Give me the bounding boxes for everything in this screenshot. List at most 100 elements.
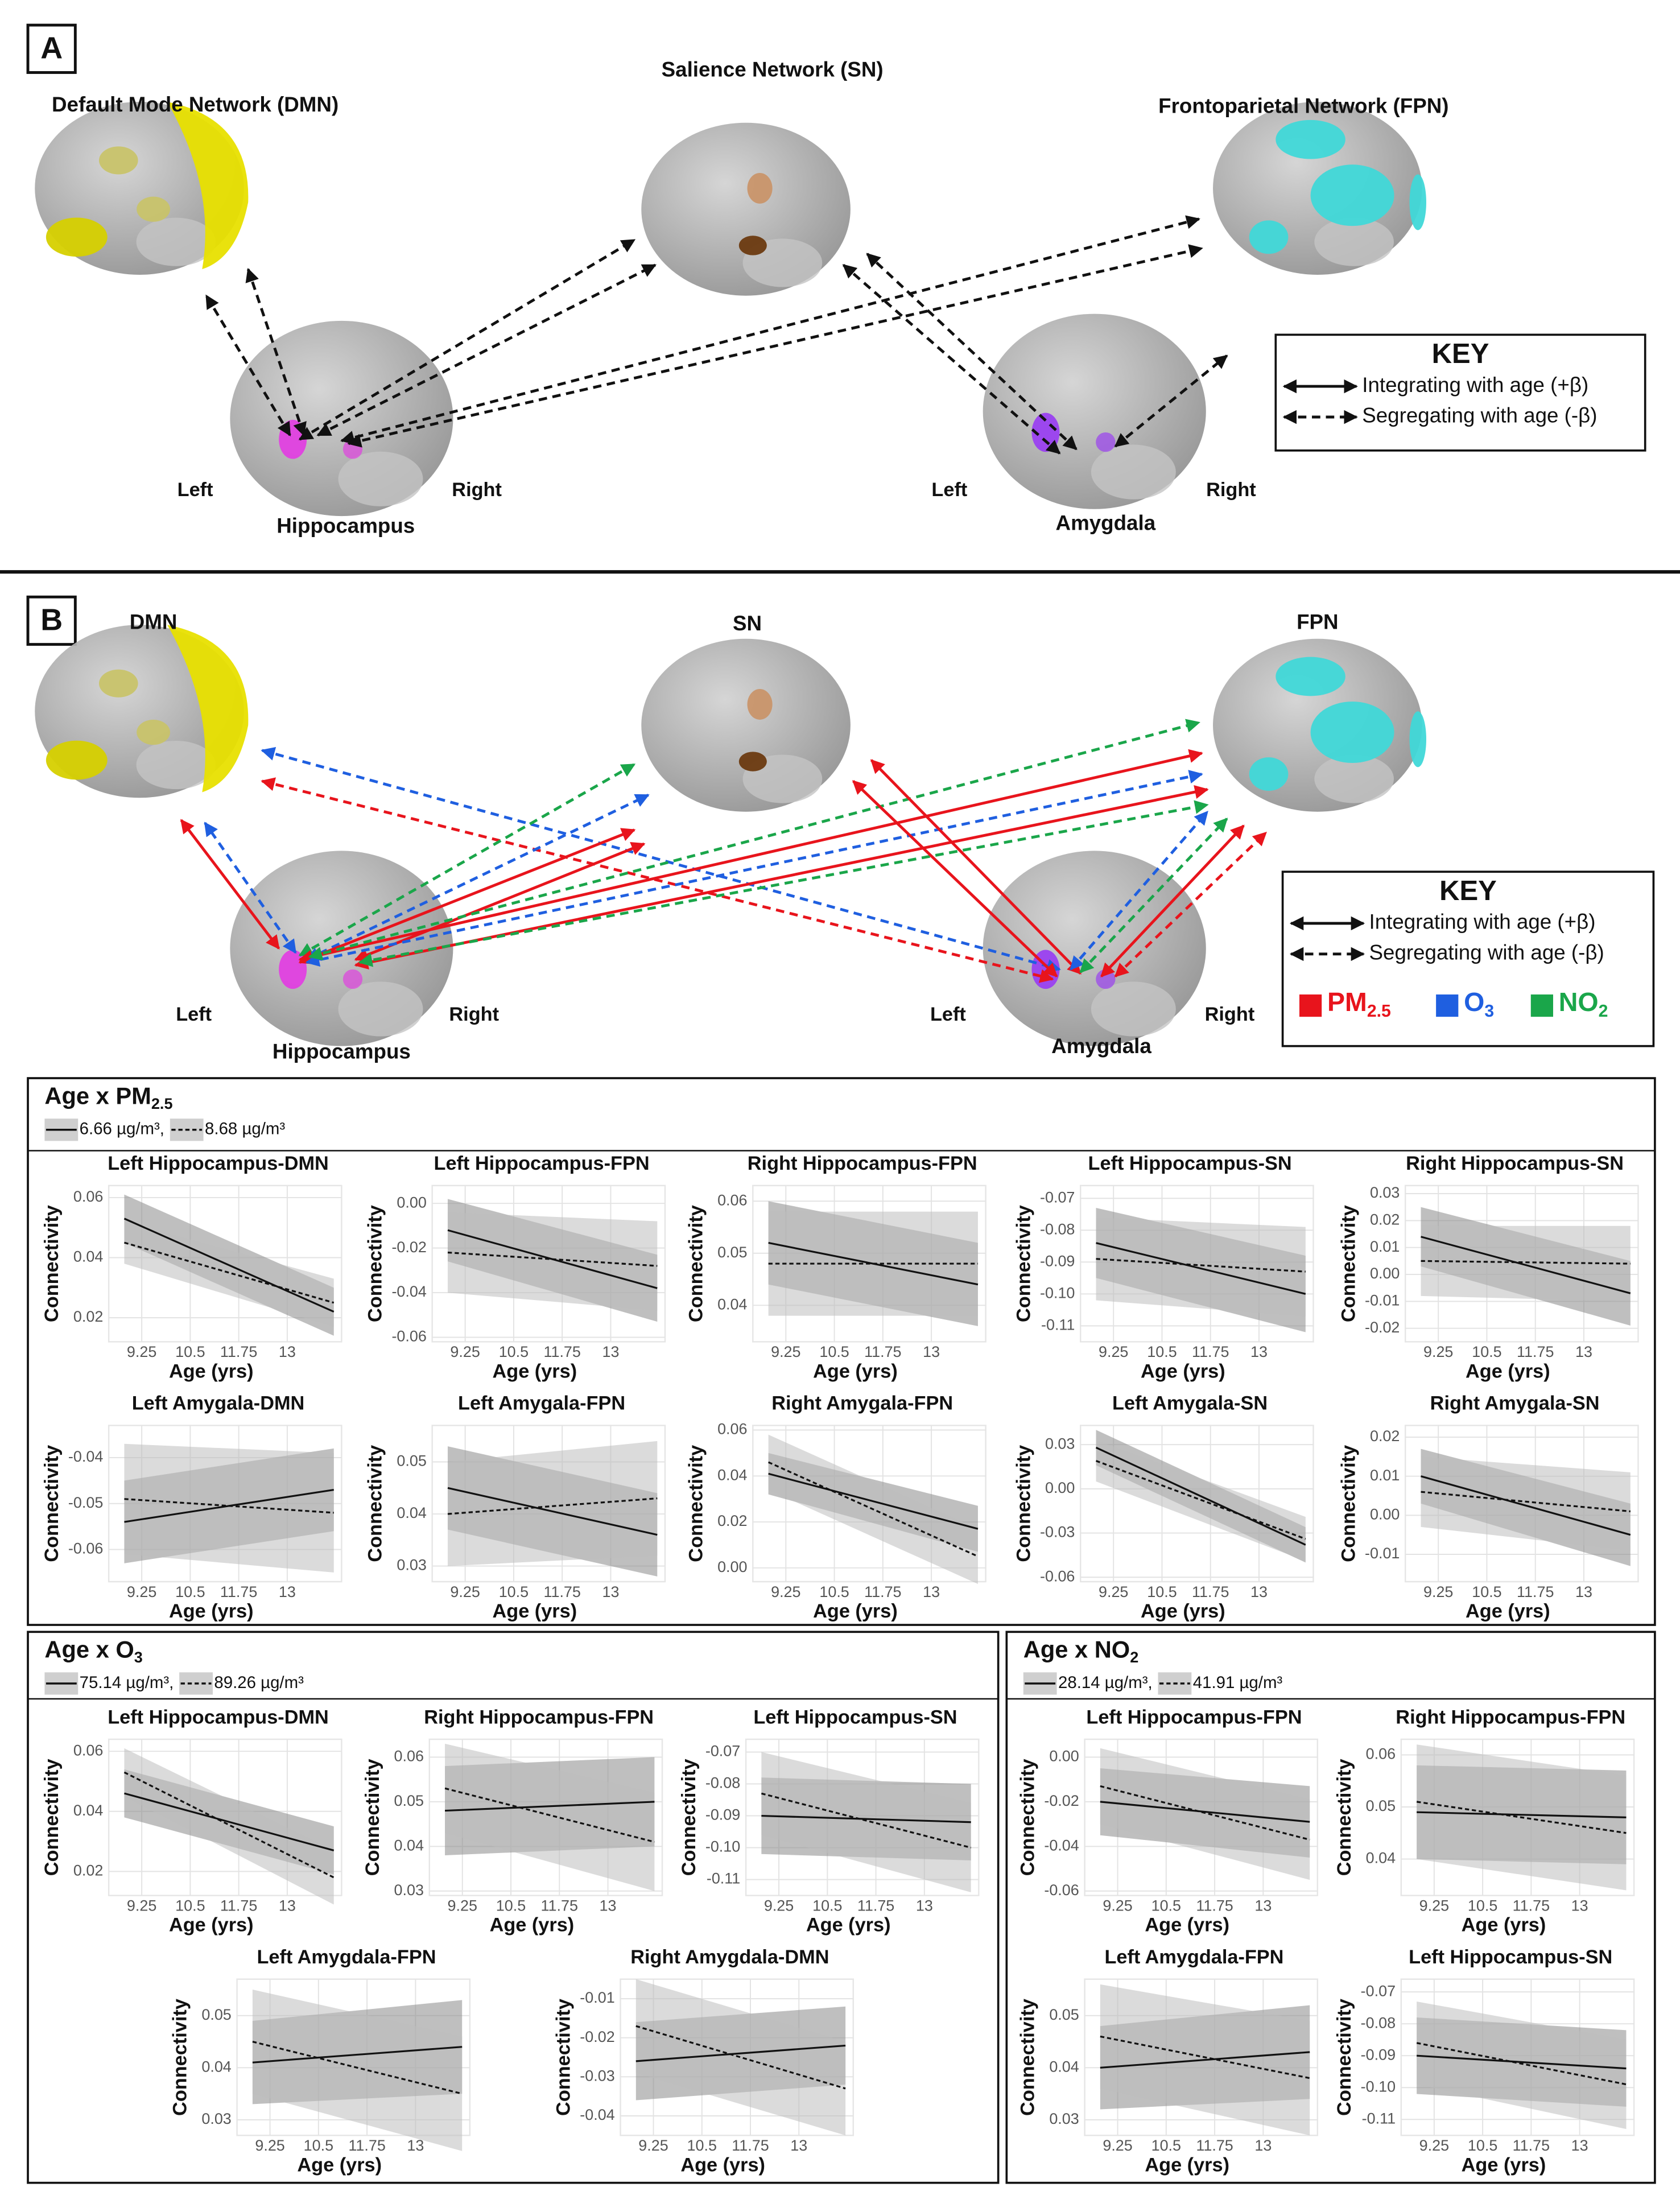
x-axis-label: Age (yrs) bbox=[1462, 1914, 1546, 1936]
trend-line bbox=[761, 1792, 972, 1849]
x-axis-label: Age (yrs) bbox=[169, 1600, 254, 1622]
pollutant-swatch bbox=[1530, 994, 1553, 1017]
legend-label: 6.66 µg/m³, bbox=[80, 1120, 164, 1138]
y-tick-label: 0.04 bbox=[397, 1504, 426, 1521]
x-tick-label: 13 bbox=[916, 1897, 933, 1914]
x-tick-label: 10.5 bbox=[1472, 1583, 1501, 1600]
y-tick-label: 0.06 bbox=[73, 1188, 103, 1205]
dmn-brain-region bbox=[137, 719, 170, 745]
plot-title: Left Amygdala-FPN bbox=[1104, 1946, 1283, 1968]
y-tick-label: 0.03 bbox=[1370, 1184, 1400, 1201]
y-tick-label: 0.00 bbox=[717, 1558, 747, 1575]
y-tick-label: 0.05 bbox=[201, 2006, 231, 2023]
hippocampus-brain-lobe bbox=[338, 981, 423, 1037]
confidence-band bbox=[1096, 1217, 1306, 1317]
trend-line bbox=[1421, 1475, 1631, 1536]
x-tick-label: 9.25 bbox=[1099, 1583, 1128, 1600]
region-label: Hippocampus bbox=[276, 514, 415, 537]
x-tick-label: 10.5 bbox=[499, 1583, 529, 1600]
y-axis-label: Connectivity bbox=[41, 1759, 63, 1876]
x-tick-label: 11.75 bbox=[541, 1897, 578, 1914]
hemisphere-label: Left bbox=[931, 479, 967, 501]
pollutant-swatch bbox=[1299, 994, 1322, 1017]
group-box bbox=[1005, 1631, 1656, 2184]
amygdala-brain-region bbox=[1096, 432, 1116, 452]
trend-line bbox=[635, 2044, 846, 2062]
key-entry: Integrating with age (+β) bbox=[1369, 910, 1596, 934]
fpn-brain-region bbox=[1409, 711, 1426, 767]
confidence-band bbox=[252, 1990, 463, 2151]
x-tick-label: 9.25 bbox=[255, 2137, 284, 2154]
x-tick-label: 9.25 bbox=[127, 1583, 156, 1600]
x-tick-label: 9.25 bbox=[771, 1583, 800, 1600]
pollutant-label-main: O bbox=[1464, 987, 1484, 1017]
y-tick-label: -0.06 bbox=[391, 1328, 426, 1345]
pollutant-label-main: PM bbox=[1327, 987, 1367, 1017]
network-title: FPN bbox=[1297, 610, 1338, 634]
network-title: SN bbox=[733, 612, 762, 635]
trend-line bbox=[1100, 2051, 1310, 2069]
hippocampus-brain-region bbox=[279, 419, 307, 459]
pollutant-label: NO2 bbox=[1559, 987, 1608, 1021]
panel-label-box bbox=[26, 595, 77, 646]
trend-line bbox=[1417, 2054, 1627, 2070]
trend-line bbox=[1095, 1460, 1306, 1540]
plot-title: Left Amygala-DMN bbox=[132, 1393, 305, 1414]
y-tick-label: -0.01 bbox=[1365, 1291, 1400, 1309]
y-tick-label: 0.04 bbox=[1366, 1850, 1396, 1867]
plot-title: Left Hippocampus-DMN bbox=[108, 1706, 329, 1728]
trend-line bbox=[445, 1801, 655, 1812]
x-tick-label: 13 bbox=[1250, 1343, 1268, 1360]
y-tick-label: -0.08 bbox=[1040, 1220, 1075, 1237]
pollutant-label: PM2.5 bbox=[1327, 987, 1391, 1021]
legend-label: 41.91 µg/m³ bbox=[1193, 1673, 1283, 1692]
y-tick-label: -0.10 bbox=[705, 1838, 740, 1855]
connection-arrow bbox=[204, 822, 297, 954]
x-tick-label: 13 bbox=[279, 1583, 296, 1600]
plot-title: Left Amygala-FPN bbox=[458, 1393, 625, 1414]
plot-title: Right Amygdala-DMN bbox=[630, 1946, 829, 1968]
plot-title: Right Hippocampus-FPN bbox=[1396, 1706, 1625, 1728]
group-title-main: Age x NO bbox=[1023, 1636, 1130, 1663]
legend-label: 28.14 µg/m³, bbox=[1058, 1673, 1153, 1692]
trend-line bbox=[1421, 1491, 1631, 1513]
y-tick-label: 0.04 bbox=[717, 1466, 747, 1483]
y-tick-label: -0.04 bbox=[68, 1448, 103, 1465]
y-tick-label: -0.08 bbox=[1361, 2014, 1396, 2031]
x-axis-label: Age (yrs) bbox=[1145, 1914, 1229, 1936]
trend-line bbox=[1416, 1801, 1627, 1834]
y-axis-label: Connectivity bbox=[1334, 1759, 1355, 1876]
legend-label: 8.68 µg/m³ bbox=[205, 1120, 285, 1138]
trend-line bbox=[1421, 1236, 1631, 1294]
y-tick-label: -0.06 bbox=[68, 1540, 103, 1557]
y-tick-label: 0.04 bbox=[394, 1837, 424, 1854]
fpn-brain-region bbox=[1276, 119, 1345, 159]
pollutant-label-sub: 3 bbox=[1484, 1002, 1494, 1021]
x-axis-label: Age (yrs) bbox=[1462, 2154, 1546, 2176]
x-tick-label: 11.75 bbox=[864, 1343, 901, 1360]
x-tick-label: 13 bbox=[1254, 1897, 1272, 1914]
x-tick-label: 10.5 bbox=[175, 1343, 205, 1360]
connection-arrow bbox=[1114, 831, 1267, 977]
fpn-brain-lobe bbox=[1314, 754, 1394, 803]
amygdala-brain-lobe bbox=[1091, 981, 1176, 1037]
x-tick-label: 11.75 bbox=[732, 2137, 769, 2154]
y-tick-label: 0.00 bbox=[1370, 1265, 1400, 1282]
x-axis-label: Age (yrs) bbox=[1466, 1360, 1550, 1382]
y-tick-label: 0.02 bbox=[717, 1512, 747, 1529]
x-axis-label: Age (yrs) bbox=[169, 1914, 254, 1936]
y-axis-label: Connectivity bbox=[553, 1999, 575, 2116]
trend-line bbox=[1416, 2042, 1627, 2086]
x-tick-label: 11.75 bbox=[220, 1897, 257, 1914]
x-tick-label: 11.75 bbox=[220, 1583, 257, 1600]
y-tick-label: -0.06 bbox=[1044, 1881, 1079, 1899]
y-tick-label: 0.02 bbox=[73, 1308, 103, 1325]
x-tick-label: 10.5 bbox=[1151, 1897, 1181, 1914]
x-tick-label: 11.75 bbox=[1192, 1583, 1229, 1600]
y-tick-label: -0.05 bbox=[68, 1494, 103, 1511]
y-tick-label: -0.09 bbox=[1361, 2046, 1396, 2063]
hemisphere-label: Left bbox=[176, 1004, 212, 1025]
y-tick-label: 0.06 bbox=[717, 1191, 747, 1208]
trend-line bbox=[761, 1814, 971, 1823]
key-entry: Segregating with age (-β) bbox=[1362, 404, 1597, 427]
